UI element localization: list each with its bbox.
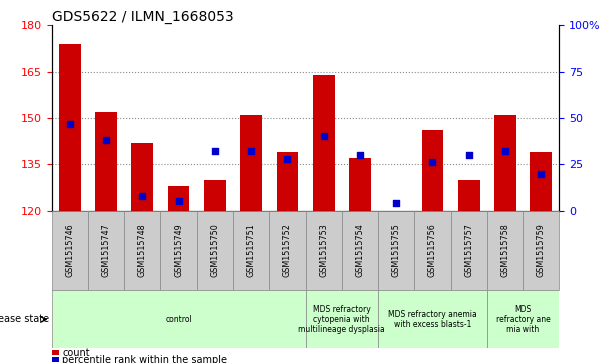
Text: GSM1515748: GSM1515748 [138, 224, 147, 277]
Point [137, 193, 147, 199]
Text: GSM1515752: GSM1515752 [283, 224, 292, 277]
Bar [414, 211, 451, 290]
Bar [530, 152, 552, 211]
Text: GSM1515753: GSM1515753 [319, 224, 328, 277]
Point [101, 137, 111, 143]
Point [500, 148, 510, 154]
Text: MDS
refractory ane
mia with: MDS refractory ane mia with [496, 305, 550, 334]
Bar [240, 115, 262, 211]
Text: GSM1515754: GSM1515754 [356, 224, 364, 277]
Bar [487, 290, 559, 348]
Bar [313, 75, 334, 211]
Bar [342, 211, 378, 290]
Bar [487, 211, 523, 290]
Bar [52, 350, 60, 355]
Bar [451, 211, 487, 290]
Bar [277, 152, 299, 211]
Bar [95, 112, 117, 211]
Text: GSM1515746: GSM1515746 [65, 224, 74, 277]
Bar [269, 211, 305, 290]
Bar [494, 115, 516, 211]
Bar [421, 130, 443, 211]
Text: count: count [63, 347, 90, 358]
Text: GSM1515751: GSM1515751 [247, 224, 255, 277]
Point [319, 134, 328, 139]
Point [355, 152, 365, 158]
Text: GSM1515747: GSM1515747 [102, 224, 111, 277]
Bar [523, 211, 559, 290]
Bar [131, 143, 153, 211]
Bar [385, 211, 407, 223]
Bar [59, 44, 81, 211]
Bar [52, 290, 305, 348]
Text: GSM1515749: GSM1515749 [174, 224, 183, 277]
Text: GDS5622 / ILMN_1668053: GDS5622 / ILMN_1668053 [52, 11, 233, 24]
Point [392, 200, 401, 206]
Text: percentile rank within the sample: percentile rank within the sample [63, 355, 227, 363]
Bar [378, 211, 414, 290]
Text: MDS refractory
cytopenia with
multilineage dysplasia: MDS refractory cytopenia with multilinea… [299, 305, 385, 334]
Bar [88, 211, 124, 290]
Point [210, 148, 219, 154]
Bar [124, 211, 161, 290]
Bar [52, 211, 88, 290]
Point [65, 121, 75, 126]
Bar [305, 211, 342, 290]
Bar [168, 186, 190, 211]
Text: GSM1515758: GSM1515758 [500, 224, 510, 277]
Point [464, 152, 474, 158]
Bar [233, 211, 269, 290]
Point [283, 156, 292, 162]
Point [174, 198, 184, 204]
Point [427, 159, 437, 165]
Text: control: control [165, 315, 192, 324]
Point [536, 171, 546, 176]
Text: disease state: disease state [0, 314, 49, 325]
Bar [52, 357, 60, 362]
Bar [378, 290, 487, 348]
Text: MDS refractory anemia
with excess blasts-1: MDS refractory anemia with excess blasts… [388, 310, 477, 329]
Bar [197, 211, 233, 290]
Text: GSM1515755: GSM1515755 [392, 224, 401, 277]
Text: GSM1515750: GSM1515750 [210, 224, 219, 277]
Text: GSM1515756: GSM1515756 [428, 224, 437, 277]
Text: GSM1515757: GSM1515757 [464, 224, 473, 277]
Bar [305, 290, 378, 348]
Bar [161, 211, 197, 290]
Bar [204, 180, 226, 211]
Bar [458, 180, 480, 211]
Bar [349, 158, 371, 211]
Point [246, 148, 256, 154]
Text: GSM1515759: GSM1515759 [537, 224, 546, 277]
